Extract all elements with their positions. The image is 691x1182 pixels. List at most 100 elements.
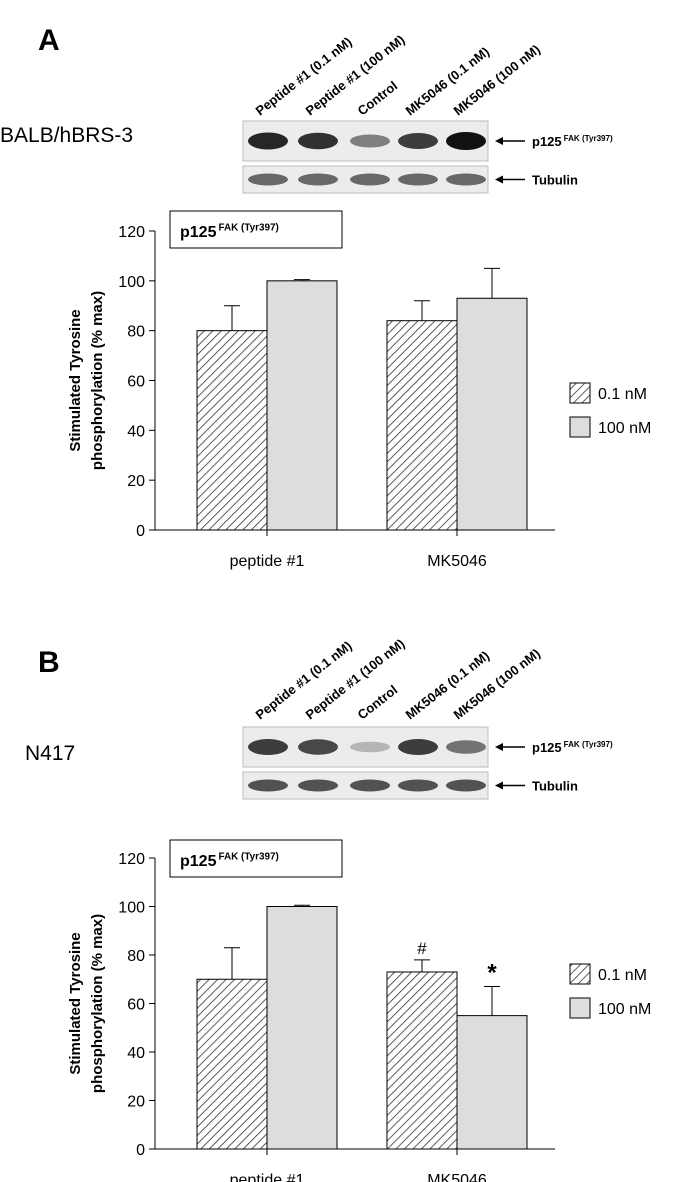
lane-label: MK5046 (100 nM)	[451, 646, 543, 723]
blot-band	[446, 132, 486, 150]
label-superscript: FAK (Tyr397)	[218, 852, 278, 863]
y-axis-label: Stimulated Tyrosine	[67, 309, 84, 451]
x-tick-label: MK5046	[427, 553, 487, 570]
label-text: Tubulin	[532, 173, 578, 188]
error-bar	[484, 267, 500, 299]
label-superscript: FAK (Tyr397)	[218, 223, 278, 234]
blot-band	[446, 173, 486, 186]
label-superscript: FAK (Tyr397)	[564, 740, 613, 749]
title-box	[169, 839, 343, 878]
y-tick-label: 100	[118, 900, 145, 917]
lane-label: Control	[355, 78, 401, 118]
cell-line: N417	[25, 742, 75, 765]
blot-band	[248, 173, 288, 186]
bar	[196, 978, 268, 1150]
error-bar	[294, 904, 310, 907]
error-bar	[224, 305, 240, 331]
legend-label: 100 nM	[598, 1001, 651, 1018]
panel-letter: B	[38, 646, 60, 679]
significance-marker: *	[487, 960, 497, 987]
label-text: p125	[532, 740, 562, 755]
label-text: p125	[532, 134, 562, 149]
x-tick-label: MK5046	[427, 1172, 487, 1182]
band-label: p125 FAK (Tyr397)	[532, 134, 613, 149]
error-bar	[294, 279, 310, 281]
legend-label: 0.1 nM	[598, 386, 647, 403]
bar	[456, 1015, 528, 1150]
error-bar	[224, 947, 240, 980]
arrow-head	[495, 743, 503, 751]
y-tick-label: 40	[127, 423, 145, 440]
y-tick-label: 80	[127, 324, 145, 341]
lane-label: MK5046 (0.1 nM)	[403, 648, 493, 723]
arrow-head	[495, 175, 503, 184]
blot-band	[350, 779, 390, 792]
arrow-head	[495, 137, 503, 145]
blot-band	[248, 132, 288, 150]
blot-band	[350, 741, 390, 753]
error-bar	[414, 300, 430, 321]
label-superscript: FAK (Tyr397)	[564, 134, 613, 143]
blot-band	[398, 779, 438, 792]
band-label: p125 FAK (Tyr397)	[532, 740, 613, 755]
y-tick-label: 120	[118, 224, 145, 241]
y-tick-label: 0	[136, 1142, 145, 1159]
y-tick-label: 100	[118, 274, 145, 291]
y-tick-label: 40	[127, 1045, 145, 1062]
y-tick-label: 0	[136, 523, 145, 540]
y-tick-label: 20	[127, 1094, 145, 1111]
error-bar	[484, 986, 500, 1016]
y-axis-label: Stimulated Tyrosine	[67, 932, 84, 1074]
band-label: Tubulin	[532, 779, 578, 794]
label-text: p125	[180, 853, 217, 870]
legend-swatch	[569, 416, 591, 438]
blot-band	[350, 134, 390, 148]
legend-swatch	[569, 382, 591, 404]
blot-band	[398, 133, 438, 149]
blot-band	[398, 739, 438, 755]
bar	[386, 320, 458, 531]
x-tick-label: peptide #1	[230, 553, 305, 570]
y-tick-label: 60	[127, 374, 145, 391]
blot-band	[298, 173, 338, 186]
label-text: p125	[180, 224, 217, 241]
y-tick-label: 80	[127, 948, 145, 965]
legend-swatch	[569, 963, 591, 985]
blot-band	[350, 173, 390, 186]
bar	[456, 297, 528, 531]
blot-band	[248, 779, 288, 792]
bar	[266, 280, 338, 531]
band-label: p125 FAK (Tyr397)	[180, 852, 279, 870]
band-label: Tubulin	[532, 173, 578, 188]
legend-label: 0.1 nM	[598, 967, 647, 984]
label-text: Tubulin	[532, 779, 578, 794]
bar	[386, 971, 458, 1150]
blot-band	[398, 173, 438, 186]
blot-band	[446, 779, 486, 792]
y-tick-label: 20	[127, 473, 145, 490]
arrow-head	[495, 781, 503, 790]
lane-label: Control	[355, 682, 401, 722]
band-label: p125 FAK (Tyr397)	[180, 223, 279, 241]
y-axis-label: phosphorylation (% max)	[89, 914, 106, 1093]
significance-marker: #	[417, 939, 427, 958]
legend-label: 100 nM	[598, 420, 651, 437]
panel-letter: A	[38, 24, 60, 57]
x-tick-label: peptide #1	[230, 1172, 305, 1182]
y-tick-label: 120	[118, 851, 145, 868]
bar	[196, 330, 268, 531]
bar	[266, 906, 338, 1150]
cell-line: BALB/hBRS-3	[0, 124, 133, 147]
legend-swatch	[569, 997, 591, 1019]
y-tick-label: 60	[127, 997, 145, 1014]
error-bar	[414, 959, 430, 972]
blot-band	[248, 739, 288, 755]
title-box	[169, 210, 343, 249]
blot-band	[298, 779, 338, 792]
lane-label: MK5046 (0.1 nM)	[403, 44, 493, 119]
lane-label: MK5046 (100 nM)	[451, 42, 543, 119]
blot-band	[298, 739, 338, 755]
blot-band	[446, 740, 486, 754]
blot-band	[298, 132, 338, 150]
